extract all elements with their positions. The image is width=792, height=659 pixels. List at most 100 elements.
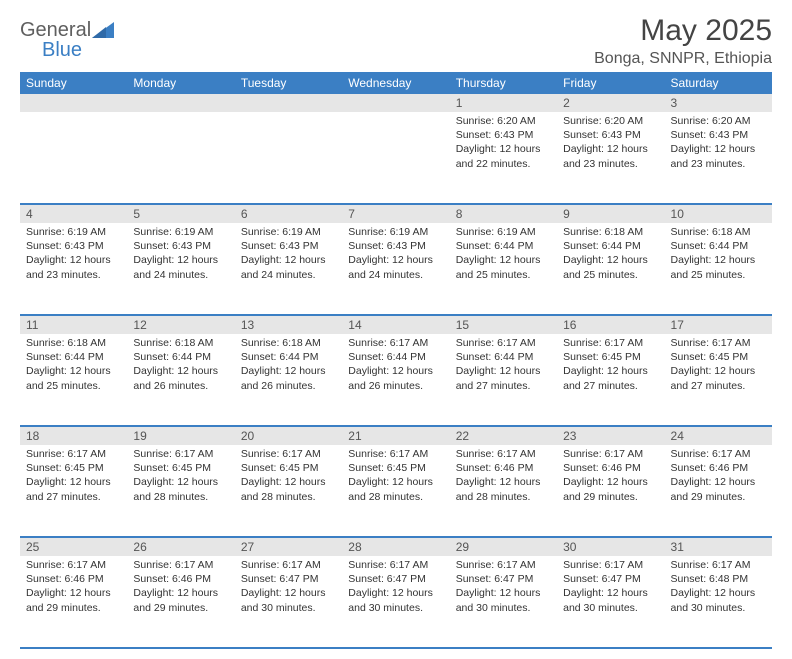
day-cell: Sunrise: 6:17 AMSunset: 6:45 PMDaylight:… (557, 334, 664, 426)
day-number: 18 (20, 427, 127, 445)
daynum-cell: 19 (127, 426, 234, 445)
sunrise-line: Sunrise: 6:17 AM (133, 558, 228, 572)
daynum-cell: 15 (450, 315, 557, 334)
daynum-cell: 5 (127, 204, 234, 223)
day-cell: Sunrise: 6:17 AMSunset: 6:47 PMDaylight:… (235, 556, 342, 648)
daynum-cell: 22 (450, 426, 557, 445)
day-cell: Sunrise: 6:20 AMSunset: 6:43 PMDaylight:… (557, 112, 664, 204)
sunset-line: Sunset: 6:44 PM (563, 239, 658, 253)
daynum-cell: 13 (235, 315, 342, 334)
day-cell (127, 112, 234, 204)
sunset-line: Sunset: 6:46 PM (133, 572, 228, 586)
day-cell-body: Sunrise: 6:19 AMSunset: 6:43 PMDaylight:… (20, 223, 127, 286)
day-cell: Sunrise: 6:18 AMSunset: 6:44 PMDaylight:… (665, 223, 772, 315)
header: General Blue May 2025 Bonga, SNNPR, Ethi… (20, 14, 772, 68)
day-cell: Sunrise: 6:18 AMSunset: 6:44 PMDaylight:… (557, 223, 664, 315)
daylight-line: Daylight: 12 hours and 30 minutes. (348, 586, 443, 614)
sunrise-line: Sunrise: 6:18 AM (133, 336, 228, 350)
sunrise-line: Sunrise: 6:17 AM (348, 558, 443, 572)
day-cell: Sunrise: 6:20 AMSunset: 6:43 PMDaylight:… (450, 112, 557, 204)
sunrise-line: Sunrise: 6:20 AM (456, 114, 551, 128)
daynum-cell (235, 94, 342, 112)
day-number: 1 (450, 94, 557, 112)
day-number: 24 (665, 427, 772, 445)
day-cell: Sunrise: 6:17 AMSunset: 6:44 PMDaylight:… (342, 334, 449, 426)
day-number: 22 (450, 427, 557, 445)
day-cell-body: Sunrise: 6:17 AMSunset: 6:45 PMDaylight:… (235, 445, 342, 508)
day-cell-body (235, 112, 342, 118)
day-cell: Sunrise: 6:17 AMSunset: 6:46 PMDaylight:… (20, 556, 127, 648)
day-number: 29 (450, 538, 557, 556)
location-label: Bonga, SNNPR, Ethiopia (594, 50, 772, 68)
sunrise-line: Sunrise: 6:17 AM (26, 558, 121, 572)
sunrise-line: Sunrise: 6:17 AM (563, 558, 658, 572)
day-number: 25 (20, 538, 127, 556)
daylight-line: Daylight: 12 hours and 30 minutes. (563, 586, 658, 614)
daylight-line: Daylight: 12 hours and 27 minutes. (26, 475, 121, 503)
daynum-cell: 23 (557, 426, 664, 445)
daylight-line: Daylight: 12 hours and 28 minutes. (241, 475, 336, 503)
daynum-cell: 2 (557, 94, 664, 112)
day-cell-body: Sunrise: 6:17 AMSunset: 6:45 PMDaylight:… (342, 445, 449, 508)
day-number: 31 (665, 538, 772, 556)
weekday-header-row: SundayMondayTuesdayWednesdayThursdayFrid… (20, 72, 772, 94)
daynum-cell (342, 94, 449, 112)
daylight-line: Daylight: 12 hours and 30 minutes. (241, 586, 336, 614)
day-number: 6 (235, 205, 342, 223)
daynum-cell: 24 (665, 426, 772, 445)
daylight-line: Daylight: 12 hours and 28 minutes. (456, 475, 551, 503)
day-number: 28 (342, 538, 449, 556)
daynum-cell: 17 (665, 315, 772, 334)
day-cell-body: Sunrise: 6:17 AMSunset: 6:46 PMDaylight:… (557, 445, 664, 508)
daylight-line: Daylight: 12 hours and 30 minutes. (456, 586, 551, 614)
sunrise-line: Sunrise: 6:17 AM (671, 447, 766, 461)
daynum-cell: 6 (235, 204, 342, 223)
day-cell: Sunrise: 6:18 AMSunset: 6:44 PMDaylight:… (127, 334, 234, 426)
daynum-cell: 28 (342, 537, 449, 556)
daynum-cell: 31 (665, 537, 772, 556)
daylight-line: Daylight: 12 hours and 24 minutes. (241, 253, 336, 281)
day-cell-body: Sunrise: 6:18 AMSunset: 6:44 PMDaylight:… (20, 334, 127, 397)
day-cell-body: Sunrise: 6:20 AMSunset: 6:43 PMDaylight:… (665, 112, 772, 175)
day-number: 11 (20, 316, 127, 334)
day-number: 14 (342, 316, 449, 334)
sunset-line: Sunset: 6:46 PM (26, 572, 121, 586)
day-number: 21 (342, 427, 449, 445)
brand-logo: General Blue (20, 20, 114, 60)
daynum-cell: 26 (127, 537, 234, 556)
daylight-line: Daylight: 12 hours and 25 minutes. (563, 253, 658, 281)
day-cell-body: Sunrise: 6:17 AMSunset: 6:47 PMDaylight:… (342, 556, 449, 619)
day-cell: Sunrise: 6:17 AMSunset: 6:45 PMDaylight:… (20, 445, 127, 537)
sunrise-line: Sunrise: 6:18 AM (26, 336, 121, 350)
sunset-line: Sunset: 6:46 PM (456, 461, 551, 475)
day-number: 27 (235, 538, 342, 556)
weekday-header: Sunday (20, 72, 127, 94)
day-cell-body: Sunrise: 6:17 AMSunset: 6:45 PMDaylight:… (557, 334, 664, 397)
content-row: Sunrise: 6:18 AMSunset: 6:44 PMDaylight:… (20, 334, 772, 426)
day-cell-body: Sunrise: 6:18 AMSunset: 6:44 PMDaylight:… (235, 334, 342, 397)
content-row: Sunrise: 6:20 AMSunset: 6:43 PMDaylight:… (20, 112, 772, 204)
daylight-line: Daylight: 12 hours and 24 minutes. (348, 253, 443, 281)
day-cell-body: Sunrise: 6:17 AMSunset: 6:46 PMDaylight:… (450, 445, 557, 508)
content-row: Sunrise: 6:17 AMSunset: 6:46 PMDaylight:… (20, 556, 772, 648)
sunrise-line: Sunrise: 6:17 AM (563, 447, 658, 461)
sunrise-line: Sunrise: 6:20 AM (563, 114, 658, 128)
daylight-line: Daylight: 12 hours and 23 minutes. (26, 253, 121, 281)
sunset-line: Sunset: 6:44 PM (348, 350, 443, 364)
day-cell: Sunrise: 6:19 AMSunset: 6:44 PMDaylight:… (450, 223, 557, 315)
sunrise-line: Sunrise: 6:20 AM (671, 114, 766, 128)
day-cell-body: Sunrise: 6:19 AMSunset: 6:43 PMDaylight:… (342, 223, 449, 286)
sunset-line: Sunset: 6:47 PM (348, 572, 443, 586)
daynum-cell (127, 94, 234, 112)
day-cell-body (127, 112, 234, 118)
daynum-cell: 4 (20, 204, 127, 223)
day-number: 19 (127, 427, 234, 445)
daylight-line: Daylight: 12 hours and 23 minutes. (671, 142, 766, 170)
content-row: Sunrise: 6:17 AMSunset: 6:45 PMDaylight:… (20, 445, 772, 537)
sunset-line: Sunset: 6:44 PM (456, 239, 551, 253)
day-number: 26 (127, 538, 234, 556)
daynum-cell: 27 (235, 537, 342, 556)
sunset-line: Sunset: 6:44 PM (671, 239, 766, 253)
day-cell-body: Sunrise: 6:20 AMSunset: 6:43 PMDaylight:… (450, 112, 557, 175)
daynum-cell: 16 (557, 315, 664, 334)
